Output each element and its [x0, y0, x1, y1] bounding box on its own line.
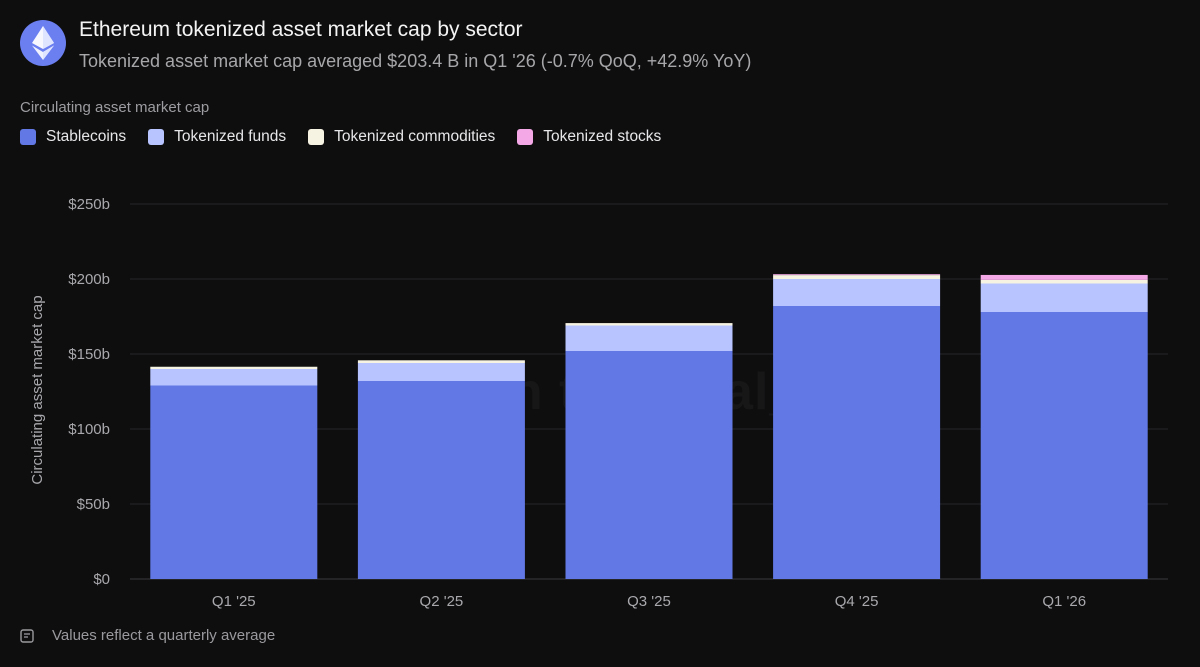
- chart-title: Ethereum tokenized asset market cap by s…: [79, 18, 523, 41]
- bar-segment-stablecoins[interactable]: [150, 385, 318, 580]
- x-tick-labels: Q1 '25 Q2 '25 Q3 '25 Q4 '25 Q1 '26: [212, 593, 1086, 610]
- legend-swatch-stablecoins: [20, 129, 36, 145]
- bar-segment-tokenized-commodities[interactable]: [565, 323, 733, 326]
- legend-swatch-tokenized-stocks: [517, 129, 534, 145]
- bar-segment-stablecoins[interactable]: [357, 381, 525, 579]
- footer-note: Values reflect a quarterly average: [20, 627, 275, 644]
- bar-segment-stablecoins[interactable]: [565, 351, 733, 579]
- bar-segment-tokenized-stocks[interactable]: [980, 274, 1148, 280]
- legend-label: Tokenized stocks: [543, 128, 662, 145]
- legend-label: Stablecoins: [46, 128, 127, 145]
- legend-label: Tokenized commodities: [334, 128, 496, 145]
- bar-segment-tokenized-commodities[interactable]: [150, 366, 318, 369]
- bar-segment-tokenized-funds[interactable]: [773, 279, 941, 306]
- bar-segment-tokenized-commodities[interactable]: [980, 279, 1148, 284]
- bar-segment-tokenized-funds[interactable]: [150, 369, 318, 386]
- bar-segment-tokenized-commodities[interactable]: [357, 360, 525, 363]
- x-tick-label: Q1 '25: [212, 593, 256, 610]
- y-tick-labels: $0 $50b $100b $150b $200b $250b: [68, 196, 110, 588]
- bar-segment-tokenized-funds[interactable]: [980, 283, 1148, 313]
- bar-segment-tokenized-stocks[interactable]: [773, 274, 941, 276]
- legend-item-stablecoins[interactable]: Stablecoins: [20, 128, 126, 146]
- x-tick-label: Q1 '26: [1042, 593, 1086, 610]
- y-tick-label: $200b: [68, 271, 110, 288]
- ethereum-logo-icon: [20, 20, 66, 66]
- x-tick-label: Q2 '25: [420, 593, 464, 610]
- footer-note-text: Values reflect a quarterly average: [52, 627, 276, 644]
- y-tick-label: $100b: [68, 421, 110, 438]
- x-tick-label: Q3 '25: [627, 593, 671, 610]
- legend-swatch-tokenized-commodities: [308, 129, 325, 145]
- x-tick-label: Q4 '25: [835, 593, 879, 610]
- bar-segment-stablecoins[interactable]: [773, 306, 941, 579]
- legend-label: Tokenized funds: [174, 128, 287, 145]
- legend-title: Circulating asset market cap: [20, 99, 210, 116]
- legend-item-tokenized-stocks[interactable]: Tokenized stocks: [517, 128, 661, 146]
- bar-segment-tokenized-funds[interactable]: [565, 325, 733, 352]
- legend-item-tokenized-funds[interactable]: Tokenized funds: [148, 128, 286, 146]
- legend-swatch-tokenized-funds: [148, 129, 165, 145]
- bars: [150, 274, 1148, 580]
- bar-segment-stablecoins[interactable]: [980, 312, 1148, 579]
- y-tick-label: $250b: [68, 196, 110, 213]
- legend: Stablecoins Tokenized funds Tokenized co…: [20, 128, 683, 146]
- y-tick-label: $0: [93, 571, 110, 588]
- note-icon: [20, 628, 34, 643]
- legend-item-tokenized-commodities[interactable]: Tokenized commodities: [308, 128, 495, 146]
- bar-segment-tokenized-funds[interactable]: [357, 363, 525, 381]
- y-tick-label: $150b: [68, 346, 110, 363]
- y-tick-label: $50b: [77, 496, 110, 513]
- chart-subtitle: Tokenized asset market cap averaged $203…: [79, 51, 752, 71]
- y-axis-label: Circulating asset market cap: [29, 295, 46, 484]
- bar-segment-tokenized-commodities[interactable]: [773, 275, 941, 279]
